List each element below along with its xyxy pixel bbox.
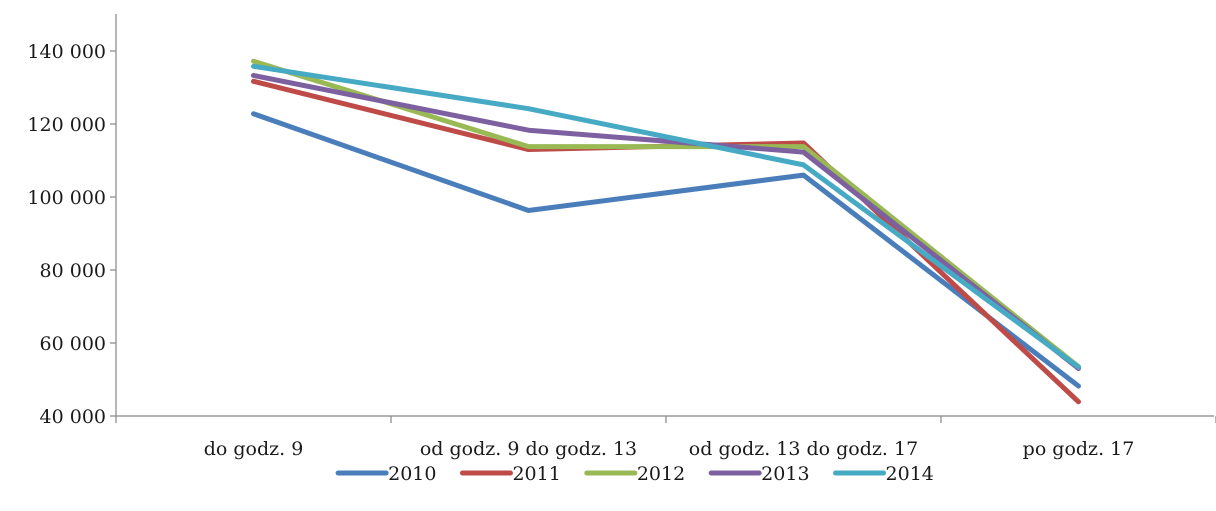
legend: 2010 2011 2012 2013 2014 (335, 463, 934, 485)
axes (115, 14, 1214, 417)
y-tick-label: 120 000 (27, 114, 106, 136)
legend-label: 2014 (886, 463, 934, 485)
legend-label: 2012 (637, 463, 685, 485)
legend-label: 2013 (761, 463, 809, 485)
x-tick-labels: do godz. 9 od godz. 9 do godz. 13 od godz.… (204, 438, 1135, 460)
tick-marks (110, 50, 1216, 423)
x-tick-label: do godz. 9 (204, 438, 304, 460)
y-tick-label: 40 000 (40, 406, 106, 428)
legend-item: 2013 (708, 463, 810, 485)
series-line-2012 (251, 58, 1081, 370)
series-line-2013 (251, 72, 1081, 372)
series-lines (251, 58, 1081, 405)
legend-item: 2011 (459, 463, 561, 485)
series-line-2010 (251, 111, 1081, 389)
legend-item: 2014 (833, 463, 934, 485)
series-line-2011 (251, 78, 1081, 405)
x-tick-label: od godz. 13 do godz. 17 (689, 438, 918, 460)
legend-label: 2011 (512, 463, 560, 485)
y-tick-label: 140 000 (27, 41, 106, 63)
series-line-2014 (251, 63, 1081, 370)
y-tick-label: 80 000 (40, 260, 106, 282)
y-tick-label: 100 000 (27, 187, 106, 209)
x-tick-label: po godz. 17 (1023, 438, 1135, 460)
legend-item: 2012 (584, 463, 685, 485)
legend-label: 2010 (388, 463, 436, 485)
x-tick-label: od godz. 9 do godz. 13 (420, 438, 637, 460)
y-tick-label: 60 000 (40, 333, 106, 355)
legend-item: 2010 (335, 463, 436, 485)
y-tick-labels: 40 000 60 000 80 000 100 000 120 000 140 000 (27, 41, 106, 428)
